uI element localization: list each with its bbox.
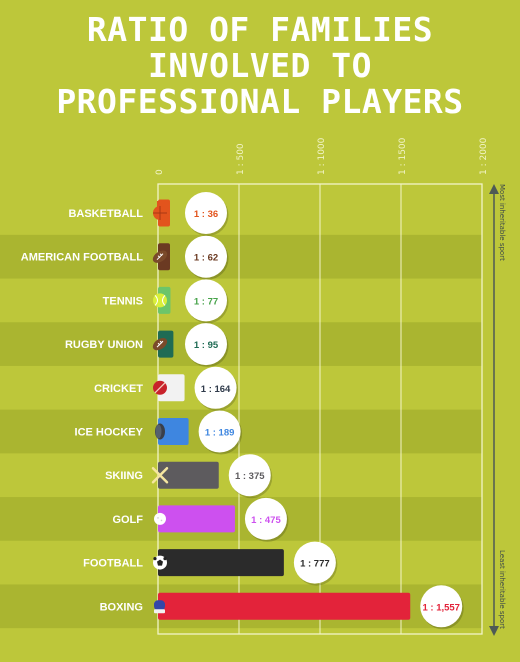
arrow-down-head bbox=[489, 626, 499, 636]
most-inheritable-label: Most inheritable sport bbox=[498, 184, 506, 261]
ball-dimple bbox=[160, 519, 163, 522]
value-bubble bbox=[244, 497, 287, 540]
ball-dimple bbox=[157, 517, 159, 519]
x-tick-label: 1 : 1000 bbox=[317, 137, 327, 175]
hoop-post bbox=[157, 201, 163, 207]
category-label: RUGBY UNION bbox=[65, 339, 143, 351]
x-tick-label: 1 : 2000 bbox=[479, 137, 489, 175]
ball-seams bbox=[154, 295, 166, 306]
value-label: 1 : 77 bbox=[194, 296, 218, 307]
row-band bbox=[0, 497, 482, 541]
value-bubble bbox=[228, 454, 271, 497]
value-bubble bbox=[185, 192, 227, 234]
ball-seam bbox=[154, 382, 166, 394]
row-band bbox=[0, 409, 482, 454]
category-label: CRICKET bbox=[94, 383, 143, 395]
american-football-icon bbox=[152, 250, 168, 263]
soccer-ball-icon bbox=[153, 555, 167, 570]
boxing-glove-icon bbox=[154, 600, 165, 614]
hockey-puck-icon bbox=[155, 423, 165, 440]
category-label: FOOTBALL bbox=[83, 558, 143, 570]
value-label: 1 : 36 bbox=[194, 209, 218, 220]
category-label: ICE HOCKEY bbox=[75, 427, 144, 439]
value-bubble bbox=[194, 366, 237, 409]
value-bubble bbox=[420, 585, 463, 628]
tennis-ball-icon bbox=[153, 293, 167, 308]
golf-ball-icon bbox=[154, 512, 166, 525]
value-bubble bbox=[185, 235, 227, 278]
title-line-2: INVOLVED TO bbox=[147, 46, 373, 85]
bar bbox=[158, 418, 189, 445]
category-label: AMERICAN FOOTBALL bbox=[21, 252, 143, 264]
bar bbox=[158, 592, 411, 620]
basketball-icon bbox=[153, 201, 167, 220]
value-label: 1 : 475 bbox=[251, 515, 281, 526]
category-label: BOXING bbox=[100, 601, 143, 613]
ball-laces bbox=[156, 340, 164, 348]
ball-seams bbox=[153, 206, 167, 220]
category-label: TENNIS bbox=[103, 295, 143, 307]
crossed-skis-icon bbox=[151, 466, 169, 484]
category-label: GOLF bbox=[112, 514, 143, 526]
value-label: 1 : 777 bbox=[300, 559, 330, 570]
bar bbox=[158, 505, 235, 533]
category-label: SKIING bbox=[105, 470, 143, 482]
value-label: 1 : 62 bbox=[194, 253, 218, 264]
bar bbox=[158, 374, 185, 402]
value-label: 1 : 164 bbox=[201, 384, 231, 395]
value-label: 1 : 375 bbox=[235, 471, 265, 482]
glove-cuff bbox=[154, 609, 165, 614]
bar bbox=[158, 549, 284, 577]
x-tick-label: 1 : 500 bbox=[236, 143, 246, 175]
arrow-up-head bbox=[489, 184, 499, 194]
row-band bbox=[0, 322, 482, 366]
value-bubble bbox=[293, 541, 336, 584]
cricket-ball-icon bbox=[153, 380, 167, 395]
puck-face bbox=[155, 424, 162, 439]
title-line-3: PROFESSIONAL PLAYERS bbox=[56, 82, 464, 121]
ball-shape bbox=[154, 512, 166, 525]
row-band bbox=[0, 234, 482, 279]
ball-patch bbox=[163, 557, 167, 561]
ball-patch bbox=[157, 559, 163, 566]
value-label: 1 : 95 bbox=[194, 340, 219, 351]
value-label: 1 : 189 bbox=[205, 428, 235, 439]
value-bubble bbox=[185, 323, 227, 366]
value-label: 1 : 1,557 bbox=[422, 602, 460, 613]
title-line-1: RATIO OF FAMILIES bbox=[86, 10, 434, 49]
ball-laces bbox=[156, 253, 164, 261]
glove-shape bbox=[154, 600, 165, 611]
value-bubble bbox=[198, 410, 241, 453]
x-tick-label: 1 : 1500 bbox=[398, 137, 408, 175]
least-inheritable-label: Least inheritable sport bbox=[498, 550, 506, 629]
category-label: BASKETBALL bbox=[68, 208, 143, 220]
skis-shape bbox=[151, 466, 169, 484]
rugby-ball-icon bbox=[152, 337, 168, 351]
ball-patch bbox=[153, 557, 157, 561]
bar bbox=[158, 461, 219, 489]
value-bubble bbox=[185, 279, 227, 322]
x-tick-label: 0 bbox=[155, 169, 165, 175]
chart-title: RATIO OF FAMILIES INVOLVED TO PROFESSION… bbox=[0, 12, 520, 120]
